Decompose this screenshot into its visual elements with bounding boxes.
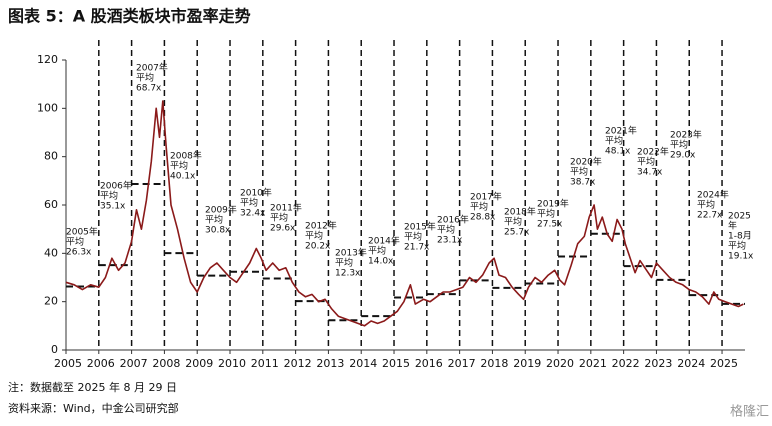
- average-label: 平均: [504, 216, 522, 228]
- y-tick-label: 120: [37, 53, 58, 66]
- average-value: 19.1x: [728, 252, 754, 262]
- series-line: [65, 100, 744, 327]
- average-value: 48.1x: [605, 147, 631, 157]
- average-label: 2020年: [570, 156, 602, 168]
- average-label: 平均: [697, 199, 715, 211]
- x-tick-label: 2018: [480, 357, 508, 370]
- average-label: 2008年: [170, 150, 202, 162]
- average-label: 2018年: [504, 206, 536, 218]
- chart-title: 图表 5：A 股酒类板块市盈率走势: [8, 7, 251, 26]
- average-value: 34.7x: [637, 168, 663, 178]
- average-label: 2007年: [136, 62, 168, 74]
- average-label: 2021年: [605, 125, 637, 137]
- note: 注：数据截至 2025 年 8 月 29 日: [8, 380, 177, 394]
- average-label: 2022年: [637, 146, 669, 158]
- x-tick-label: 2014: [349, 357, 377, 370]
- average-label: 年: [728, 220, 737, 232]
- x-tick-label: 2019: [513, 357, 541, 370]
- average-label: 1-8月: [728, 231, 752, 242]
- y-tick-label: 0: [51, 343, 58, 356]
- x-tick-label: 2010: [218, 357, 246, 370]
- x-tick-label: 2021: [579, 357, 607, 370]
- average-label: 平均: [136, 72, 154, 84]
- source: 资料来源：Wind，中金公司研究部: [8, 401, 179, 415]
- average-label: 平均: [100, 190, 118, 202]
- average-value: 14.0x: [368, 257, 394, 267]
- average-label: 2009年: [205, 204, 237, 216]
- x-tick-label: 2017: [448, 357, 476, 370]
- average-label: 2012年: [305, 220, 337, 232]
- average-label: 2015年: [404, 221, 436, 233]
- average-label: 2011年: [270, 202, 302, 214]
- average-label: 2016年: [437, 214, 469, 226]
- average-value: 27.5x: [537, 220, 563, 230]
- average-label: 平均: [404, 231, 422, 243]
- average-value: 20.2x: [305, 242, 331, 252]
- average-label: 平均: [335, 257, 353, 269]
- x-tick-label: 2006: [87, 357, 115, 370]
- y-tick-label: 60: [44, 198, 58, 211]
- average-label: 2005年: [66, 226, 98, 238]
- y-tick-label: 100: [37, 101, 58, 114]
- average-value: 38.7x: [570, 178, 596, 188]
- average-label: 平均: [470, 201, 488, 213]
- x-tick-label: 2012: [284, 357, 312, 370]
- average-label: 平均: [728, 240, 746, 252]
- average-label: 平均: [240, 197, 258, 209]
- average-label: 2014年: [368, 235, 400, 247]
- y-tick-label: 20: [44, 295, 58, 308]
- x-tick-label: 2023: [644, 357, 672, 370]
- average-label: 平均: [537, 208, 555, 220]
- average-label: 2023年: [670, 129, 702, 141]
- average-label: 2025: [728, 212, 751, 222]
- watermark: 格隆汇: [730, 404, 769, 420]
- average-label: 平均: [570, 166, 588, 178]
- y-tick-label: 40: [44, 246, 58, 259]
- average-value: 22.7x: [697, 211, 723, 221]
- average-label: 2013年: [335, 247, 367, 259]
- x-tick-label: 2008: [152, 357, 180, 370]
- average-value: 12.3x: [335, 269, 361, 279]
- average-label: 平均: [170, 160, 188, 172]
- average-value: 32.4x: [240, 209, 266, 219]
- average-label: 平均: [637, 156, 655, 168]
- average-label: 平均: [305, 230, 323, 242]
- x-tick-label: 2022: [612, 357, 640, 370]
- average-value: 40.1x: [170, 172, 196, 182]
- average-label: 平均: [368, 245, 386, 257]
- x-tick-label: 2020: [546, 357, 574, 370]
- x-tick-label: 2025: [710, 357, 738, 370]
- average-label: 2019年: [537, 198, 569, 210]
- average-value: 30.8x: [205, 226, 231, 236]
- x-tick-label: 2005: [54, 357, 82, 370]
- x-tick-label: 2009: [185, 357, 213, 370]
- average-label: 平均: [205, 214, 223, 226]
- average-value: 21.7x: [404, 243, 430, 253]
- average-value: 25.7x: [504, 228, 530, 238]
- average-label: 2010年: [240, 187, 272, 199]
- average-value: 35.1x: [100, 202, 126, 212]
- average-value: 26.3x: [66, 248, 92, 258]
- average-value: 68.7x: [136, 84, 162, 94]
- x-tick-label: 2013: [316, 357, 344, 370]
- average-label: 平均: [66, 236, 84, 248]
- x-tick-label: 2011: [251, 357, 279, 370]
- average-value: 29.6x: [270, 224, 296, 234]
- x-tick-label: 2024: [677, 357, 705, 370]
- x-tick-label: 2007: [120, 357, 148, 370]
- average-label: 平均: [437, 224, 455, 236]
- x-tick-label: 2016: [415, 357, 443, 370]
- average-label: 2024年: [697, 189, 729, 201]
- x-tick-label: 2015: [382, 357, 410, 370]
- average-label: 平均: [270, 212, 288, 224]
- average-label: 2017年: [470, 191, 502, 203]
- y-tick-label: 80: [44, 150, 58, 163]
- average-label: 2006年: [100, 180, 132, 192]
- average-value: 23.1x: [437, 236, 463, 246]
- average-label: 平均: [605, 135, 623, 147]
- average-value: 28.8x: [470, 213, 496, 223]
- average-value: 29.0x: [670, 151, 696, 161]
- average-label: 平均: [670, 139, 688, 151]
